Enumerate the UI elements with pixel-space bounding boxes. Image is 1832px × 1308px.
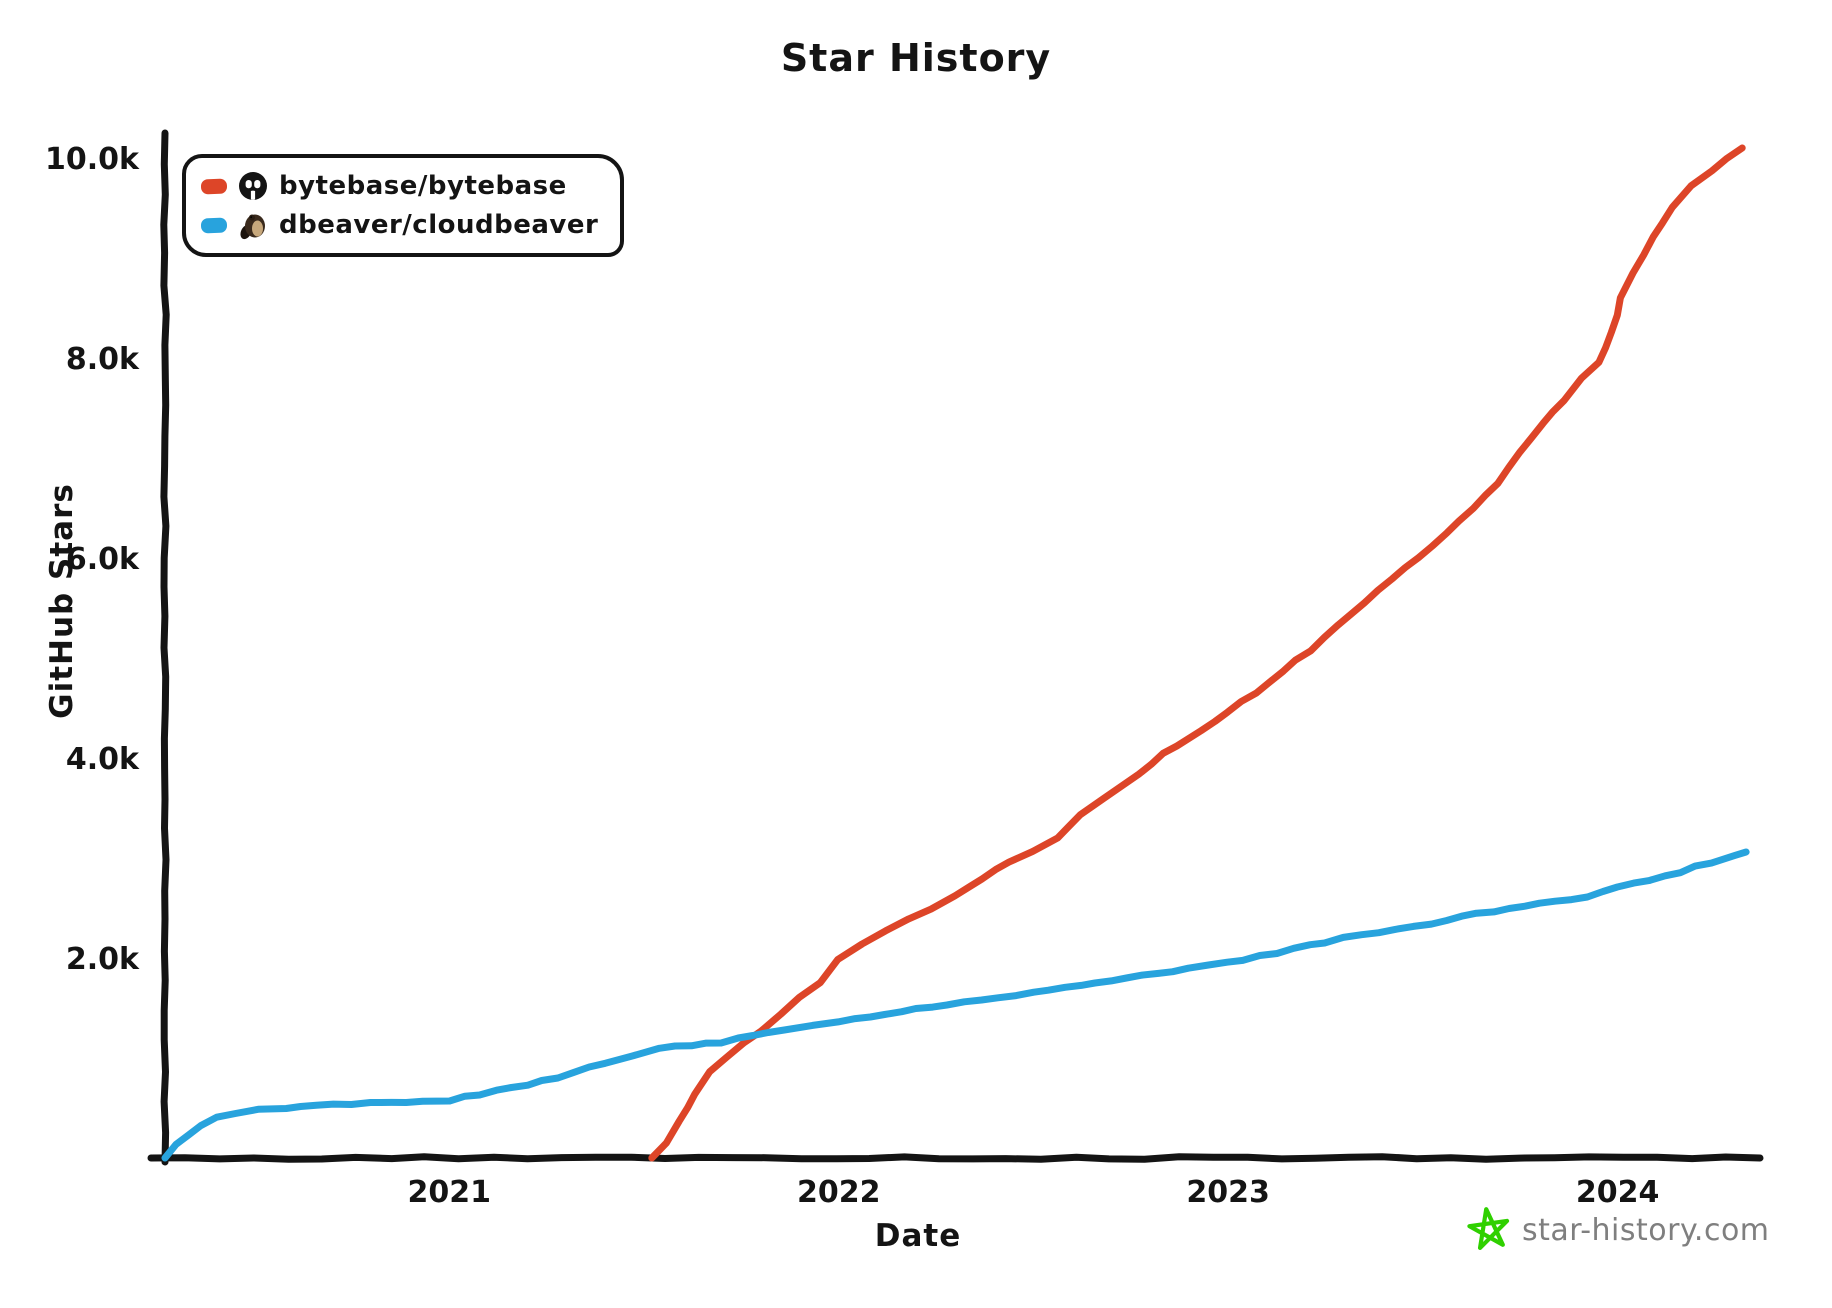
bytebase-avatar-icon <box>239 172 267 200</box>
watermark-text: star-history.com <box>1522 1212 1770 1248</box>
legend-item-bytebase: bytebase/bytebase <box>200 171 598 201</box>
x-axis-line <box>147 1153 1764 1163</box>
y-tick-label: 4.0k <box>66 742 140 777</box>
y-tick-label: 10.0k <box>45 142 140 177</box>
y-tick-label: 6.0k <box>66 542 140 577</box>
x-tick-label: 2023 <box>1186 1175 1270 1210</box>
chart-title: Star History <box>780 36 1052 80</box>
x-tick-label: 2021 <box>408 1175 492 1210</box>
y-axis-title: GitHub Stars <box>44 483 80 719</box>
legend-item-cloudbeaver: dbeaver/cloudbeaver <box>200 210 599 240</box>
x-tick-label: 2022 <box>797 1175 881 1210</box>
y-tick-label: 8.0k <box>66 342 140 377</box>
series-line-cloudbeaver <box>161 848 1750 1162</box>
legend-swatch <box>200 178 228 194</box>
series-line-bytebase <box>648 144 1746 1162</box>
star-icon <box>1467 1207 1510 1251</box>
legend-label: dbeaver/cloudbeaver <box>279 210 599 240</box>
beaver-avatar-icon <box>240 214 265 240</box>
x-axis-title: Date <box>874 1218 962 1254</box>
x-tick-label: 2024 <box>1576 1175 1660 1210</box>
legend: bytebase/bytebase dbeaver/cloudbeaver <box>182 154 625 257</box>
y-tick-label: 2.0k <box>66 942 140 977</box>
legend-label: bytebase/bytebase <box>279 171 567 201</box>
watermark: star-history.com <box>1466 1206 1770 1254</box>
legend-swatch <box>200 217 228 233</box>
y-axis-line <box>160 129 170 1166</box>
